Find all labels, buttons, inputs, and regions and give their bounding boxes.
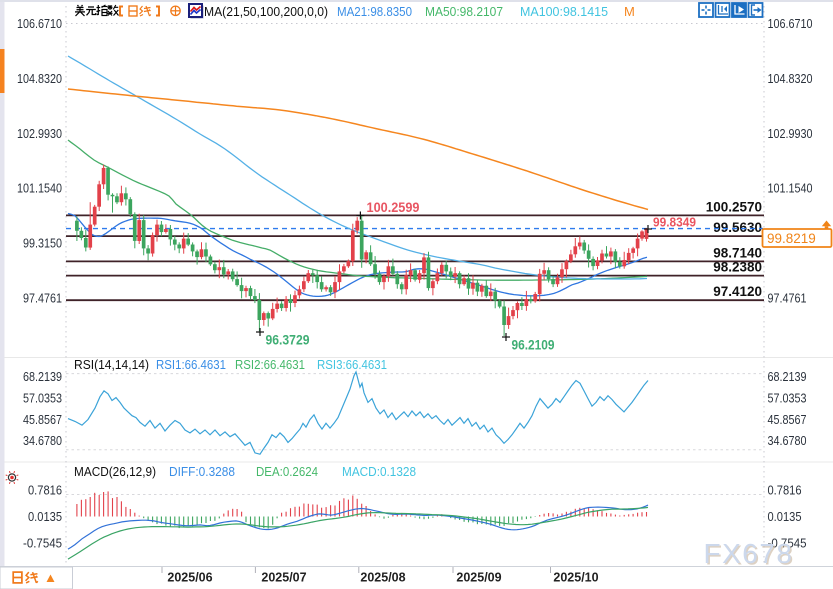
svg-text:2025/10: 2025/10 <box>553 571 598 585</box>
svg-text:34.6780: 34.6780 <box>23 433 62 448</box>
svg-text:96.2109: 96.2109 <box>512 338 555 353</box>
svg-text:MA21:98.8350: MA21:98.8350 <box>337 4 412 19</box>
svg-text:104.8320: 104.8320 <box>17 71 62 86</box>
svg-text:2025/08: 2025/08 <box>360 571 405 585</box>
svg-text:99.5630: 99.5630 <box>713 220 762 235</box>
svg-text:45.8567: 45.8567 <box>23 412 62 427</box>
svg-text:0.7816: 0.7816 <box>28 483 62 498</box>
svg-text:99.3150: 99.3150 <box>23 236 62 251</box>
svg-text:MA100:98.1415: MA100:98.1415 <box>520 4 608 19</box>
svg-text:100.2599: 100.2599 <box>367 200 420 215</box>
svg-text:45.8567: 45.8567 <box>768 412 807 427</box>
svg-text:MACD(26,12,9): MACD(26,12,9) <box>74 464 156 479</box>
svg-text:FX678: FX678 <box>704 538 794 569</box>
svg-text:104.8320: 104.8320 <box>768 71 813 86</box>
svg-text:-0.7545: -0.7545 <box>23 535 62 550</box>
svg-text:102.9930: 102.9930 <box>768 126 813 141</box>
svg-text:-0.7545: -0.7545 <box>768 535 807 550</box>
svg-text:97.4761: 97.4761 <box>768 290 807 305</box>
svg-text:MA(21,50,100,200,0,0): MA(21,50,100,200,0,0) <box>204 4 328 19</box>
svg-text:99.8219: 99.8219 <box>767 231 816 246</box>
svg-text:34.6780: 34.6780 <box>768 433 807 448</box>
svg-text:98.2380: 98.2380 <box>713 260 762 275</box>
svg-text:101.1540: 101.1540 <box>17 181 62 196</box>
svg-text:99.8349: 99.8349 <box>653 216 696 230</box>
svg-text:DEA:0.2624: DEA:0.2624 <box>256 464 318 479</box>
svg-text:RSI1:66.4631: RSI1:66.4631 <box>156 357 226 372</box>
svg-text:M: M <box>624 4 635 19</box>
svg-text:2025/09: 2025/09 <box>456 571 501 585</box>
svg-text:57.0353: 57.0353 <box>23 391 62 406</box>
svg-text:MA50:98.2107: MA50:98.2107 <box>425 4 503 19</box>
svg-text:RSI(14,14,14): RSI(14,14,14) <box>74 357 149 372</box>
svg-text:97.4120: 97.4120 <box>713 284 762 299</box>
svg-text:96.3729: 96.3729 <box>266 333 310 348</box>
svg-text:RSI2:66.4631: RSI2:66.4631 <box>235 357 305 372</box>
svg-text:0.0135: 0.0135 <box>28 509 62 524</box>
svg-text:57.0353: 57.0353 <box>768 391 807 406</box>
svg-text:102.9930: 102.9930 <box>17 126 62 141</box>
svg-text:DIFF:0.3288: DIFF:0.3288 <box>169 464 235 479</box>
svg-text:2025/06: 2025/06 <box>167 571 212 585</box>
svg-text:101.1540: 101.1540 <box>768 181 813 196</box>
svg-text:0.7816: 0.7816 <box>768 483 802 498</box>
svg-text:68.2139: 68.2139 <box>23 369 62 384</box>
svg-text:0.0135: 0.0135 <box>768 509 802 524</box>
svg-text:100.2570: 100.2570 <box>706 199 762 214</box>
svg-text:68.2139: 68.2139 <box>768 369 807 384</box>
svg-text:97.4761: 97.4761 <box>23 290 62 305</box>
svg-text:98.7140: 98.7140 <box>713 245 762 260</box>
svg-text:MACD:0.1328: MACD:0.1328 <box>342 464 416 479</box>
svg-text:2025/07: 2025/07 <box>261 571 306 585</box>
svg-text:RSI3:66.4631: RSI3:66.4631 <box>317 357 387 372</box>
svg-text:106.6710: 106.6710 <box>17 16 62 31</box>
svg-text:106.6710: 106.6710 <box>768 16 813 31</box>
svg-text:FX678: FX678 <box>705 540 795 571</box>
